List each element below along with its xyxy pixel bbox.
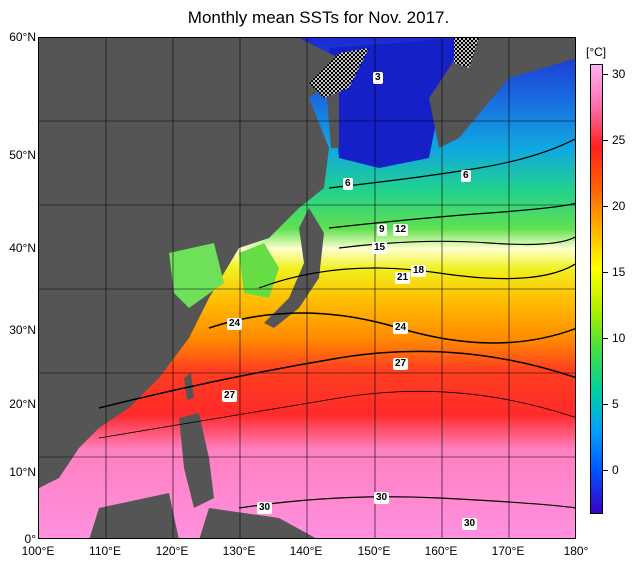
contour-label: 12 — [393, 224, 409, 236]
colorbar-tick-mark — [603, 338, 608, 339]
colorbar-tick: 10 — [612, 331, 626, 345]
borneo-land — [89, 493, 179, 538]
lat-label: 30°N — [9, 323, 36, 337]
colorbar-tick-mark — [603, 140, 608, 141]
lat-label: 10°N — [9, 465, 36, 479]
lat-label: 40°N — [9, 241, 36, 255]
colorbar-tick-mark — [603, 470, 608, 471]
newguinea-land — [199, 508, 316, 538]
colorbar-tick: 15 — [612, 265, 626, 279]
contour-label: 6 — [461, 170, 471, 182]
contour-label: 18 — [411, 265, 427, 277]
colorbar-tick-mark — [603, 74, 608, 75]
colorbar — [590, 64, 603, 514]
japan-land — [264, 208, 324, 328]
grid-lines — [39, 38, 575, 538]
colorbar-tick: 0 — [612, 463, 619, 477]
lon-label: 120°E — [155, 544, 189, 558]
bohai-sea — [169, 243, 224, 308]
map-title: Monthly mean SSTs for Nov. 2017. — [187, 8, 450, 27]
sst-map: 3 6 6 9 12 15 18 21 24 24 27 27 30 30 30 — [38, 37, 576, 539]
lon-label: 180° — [563, 544, 589, 558]
contour-label: 27 — [222, 390, 238, 402]
contour-label: 30 — [462, 518, 478, 530]
lat-label: 50°N — [9, 148, 36, 162]
colorbar-unit: [°C] — [586, 45, 607, 59]
okhotsk-sea — [329, 38, 459, 168]
sst-field — [39, 38, 575, 538]
lon-label: 100°E — [21, 544, 55, 558]
lat-label: 20°N — [9, 397, 36, 411]
colorbar-tick-mark — [603, 272, 608, 273]
contour-label: 3 — [373, 72, 383, 84]
contour-label: 30 — [374, 492, 390, 504]
lat-label: 60°N — [9, 30, 36, 44]
lon-label: 170°E — [491, 544, 525, 558]
contour-label: 15 — [372, 242, 388, 254]
lat-label: 0° — [24, 532, 36, 546]
contour-label: 21 — [395, 272, 411, 284]
lon-label: 130°E — [222, 544, 256, 558]
contour-label: 27 — [393, 358, 409, 370]
lon-label: 110°E — [89, 544, 121, 558]
contour-label: 24 — [227, 318, 243, 330]
contour-label: 24 — [393, 322, 409, 334]
contour-label: 30 — [257, 502, 273, 514]
lon-label: 140°E — [289, 544, 323, 558]
colorbar-tick: 5 — [612, 397, 619, 411]
contour-label: 6 — [343, 178, 353, 190]
colorbar-tick: 30 — [612, 67, 626, 81]
sea-ice-2 — [454, 38, 479, 68]
philippines-land — [179, 413, 214, 508]
contour-label: 9 — [377, 224, 387, 236]
lon-label: 160°E — [424, 544, 458, 558]
colorbar-tick: 25 — [612, 133, 626, 147]
colorbar-tick-mark — [603, 206, 608, 207]
colorbar-tick: 20 — [612, 199, 626, 213]
sea-ice — [309, 48, 369, 98]
colorbar-tick-mark — [603, 404, 608, 405]
lon-label: 150°E — [357, 544, 391, 558]
